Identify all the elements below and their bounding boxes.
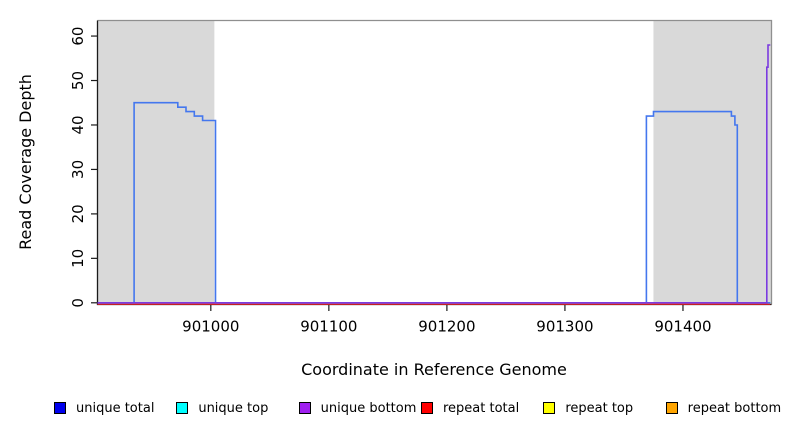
y-tick-label: 10 bbox=[69, 249, 87, 268]
highlight-region-left-aligned-region bbox=[97, 20, 215, 305]
x-axis-label: Coordinate in Reference Genome bbox=[301, 360, 567, 379]
x-tick-label: 901000 bbox=[182, 318, 239, 336]
y-tick-label: 50 bbox=[69, 71, 87, 90]
legend-item-unique-bottom: unique bottom bbox=[298, 400, 421, 416]
y-tick-label: 0 bbox=[69, 298, 87, 308]
plot-box-top-right bbox=[97, 19, 773, 305]
legend-item-unique-top: unique top bbox=[176, 401, 298, 416]
legend-label: repeat total bbox=[443, 400, 520, 416]
plot-legend: unique total unique top unique bottom repea… bbox=[54, 398, 788, 418]
x-tick-label: 901100 bbox=[300, 318, 357, 336]
y-axis-label: Read Coverage Depth bbox=[16, 74, 35, 250]
y-tick-label: 60 bbox=[69, 27, 87, 46]
legend-swatch-unique-bottom bbox=[298, 402, 311, 414]
legend-swatch-repeat-bottom bbox=[665, 402, 678, 414]
series-unique-bottom bbox=[97, 44, 771, 304]
y-tick-label: 40 bbox=[69, 115, 87, 134]
legend-label: repeat bottom bbox=[687, 400, 782, 416]
plot-content: 901000 901100 901200 901300 901400 0 10 20 30 40 5… bbox=[69, 19, 773, 336]
legend-label: repeat top bbox=[565, 400, 634, 416]
highlight-region-right-aligned-region bbox=[653, 20, 772, 305]
x-tick-label: 901300 bbox=[536, 318, 593, 336]
legend-item-unique-total: unique total bbox=[54, 401, 176, 416]
legend-swatch-repeat-total bbox=[421, 402, 433, 414]
x-tick-label: 901400 bbox=[654, 318, 711, 336]
y-tick-label: 30 bbox=[69, 160, 87, 179]
legend-label: unique top bbox=[198, 400, 269, 416]
legend-swatch-repeat-top bbox=[543, 402, 556, 414]
legend-item-repeat-top: repeat top bbox=[543, 401, 665, 416]
legend-swatch-unique-top bbox=[176, 402, 189, 414]
y-tick-label: 20 bbox=[69, 204, 87, 223]
series-unique-total bbox=[97, 101, 771, 304]
legend-label: unique bottom bbox=[320, 400, 417, 416]
legend-label: unique total bbox=[76, 400, 155, 416]
legend-item-repeat-total: repeat total bbox=[421, 401, 543, 416]
legend-swatch-unique-total bbox=[54, 402, 66, 414]
x-tick-label: 901200 bbox=[418, 318, 475, 336]
legend-item-repeat-bottom: repeat bottom bbox=[665, 400, 788, 416]
